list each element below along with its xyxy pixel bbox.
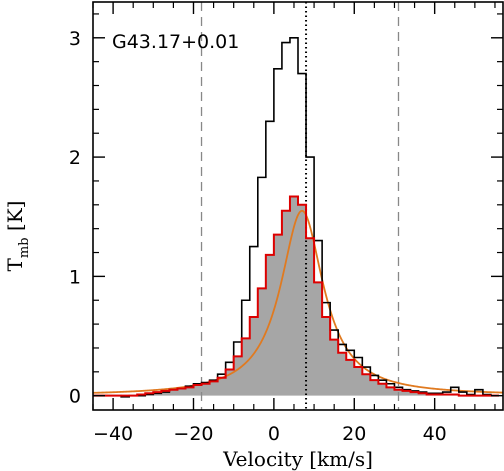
fit-curve [93,209,503,394]
x-tick-label: −40 [93,423,133,445]
plot-frame [92,1,504,411]
x-tick-label: 40 [423,423,447,445]
y-axis-title-unit: [K] [3,201,27,238]
series-layer [93,36,499,398]
source-annotation: G43.17+0.01 [112,31,239,53]
red-spectrum-line [93,195,499,397]
axis-ticks: −40 −20 0 20 40 0 1 2 3 [69,2,503,445]
x-tick-label: 20 [342,423,366,445]
y-axis-title-sub: mb [17,237,32,258]
fit-curve-layer [93,209,503,394]
y-tick-label: 2 [69,147,81,169]
axes [92,1,504,411]
x-axis-title: Velocity [km/s] [222,447,373,471]
y-axis-title-group: Tmb [K] [3,201,32,272]
y-tick-label: 3 [69,28,81,50]
x-tick-label: 0 [268,423,280,445]
red-spectrum-fill [93,196,499,396]
y-axis-title-main: T [3,257,27,271]
spectrum-fill-area [93,196,499,396]
y-tick-label: 1 [69,266,81,288]
y-tick-label: 0 [69,386,81,408]
svg-text:Tmb [K]: Tmb [K] [3,201,32,272]
x-tick-label: −20 [173,423,213,445]
